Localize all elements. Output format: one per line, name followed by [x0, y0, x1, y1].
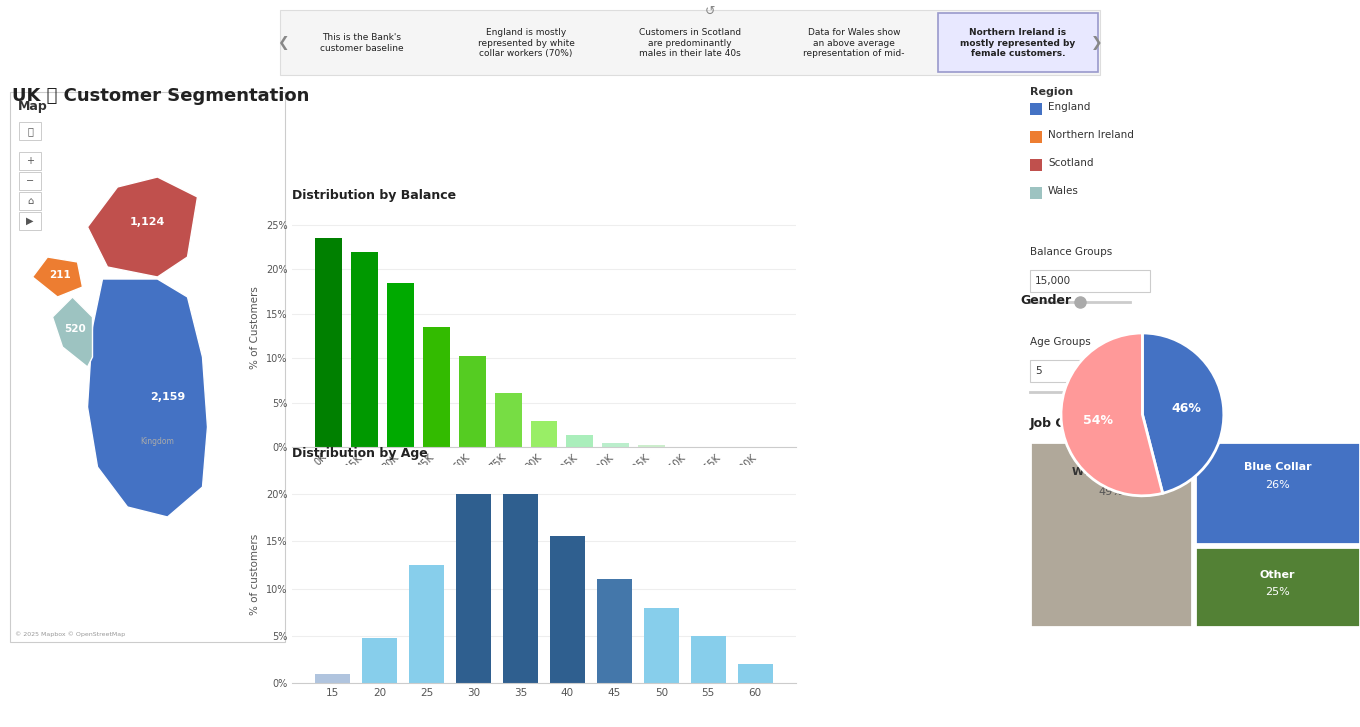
Bar — [316, 674, 351, 683]
Text: 520: 520 — [65, 324, 87, 334]
Text: UK 🏴 Customer Segmentation: UK 🏴 Customer Segmentation — [12, 87, 309, 105]
Bar — [362, 638, 397, 683]
Text: Wales: Wales — [1049, 186, 1078, 196]
Bar — [351, 252, 378, 447]
Text: 5: 5 — [1035, 366, 1042, 376]
Text: ⌂: ⌂ — [27, 196, 33, 206]
Text: ❮: ❮ — [277, 36, 288, 50]
Polygon shape — [33, 257, 83, 297]
Text: Job Classification: Job Classification — [1030, 417, 1149, 430]
Polygon shape — [87, 177, 197, 277]
Text: ↺: ↺ — [704, 5, 715, 18]
Bar — [638, 445, 665, 447]
Text: 46%: 46% — [1172, 402, 1202, 415]
Bar — [503, 494, 539, 683]
Bar — [458, 356, 486, 447]
Bar — [774, 13, 934, 72]
Text: 54%: 54% — [1083, 414, 1112, 427]
Polygon shape — [53, 297, 92, 367]
Text: Customers in Scotland
are predominantly
males in their late 40s: Customers in Scotland are predominantly … — [639, 28, 741, 58]
Bar — [1195, 547, 1360, 627]
Text: England: England — [1049, 102, 1091, 112]
Text: 15,000: 15,000 — [1035, 276, 1072, 286]
Text: Northern Ireland: Northern Ireland — [1049, 130, 1134, 140]
Bar — [409, 565, 445, 683]
Bar — [1030, 131, 1042, 143]
Bar — [423, 327, 450, 447]
Bar — [282, 13, 442, 72]
Bar — [597, 579, 632, 683]
Y-axis label: % of Customers: % of Customers — [250, 286, 260, 369]
Text: Region: Region — [1030, 87, 1073, 97]
Bar — [1030, 187, 1042, 199]
Text: +: + — [26, 156, 34, 166]
Bar — [19, 172, 41, 190]
Bar — [19, 122, 41, 140]
Text: Data for Wales show
an above average
representation of mid-: Data for Wales show an above average rep… — [804, 28, 904, 58]
Text: England is mostly
represented by white
collar workers (70%): England is mostly represented by white c… — [477, 28, 574, 58]
Bar — [1030, 442, 1191, 627]
Text: Other: Other — [1259, 570, 1295, 580]
Text: Balance Groups: Balance Groups — [1030, 247, 1112, 257]
Text: White Collar: White Collar — [1073, 467, 1149, 477]
Bar — [446, 13, 607, 72]
Text: This is the Bank's
customer baseline: This is the Bank's customer baseline — [320, 33, 404, 52]
Bar — [10, 92, 286, 642]
Bar — [1030, 159, 1042, 171]
Text: −: − — [26, 176, 34, 186]
Text: ❯: ❯ — [1091, 36, 1103, 50]
Bar — [530, 422, 558, 447]
Text: 1,124: 1,124 — [129, 217, 165, 227]
Bar — [602, 443, 630, 447]
Polygon shape — [87, 279, 208, 517]
Text: Kingdom: Kingdom — [140, 438, 174, 446]
Bar — [566, 435, 593, 447]
Text: Age Groups: Age Groups — [1030, 337, 1091, 347]
Text: Scotland: Scotland — [1049, 158, 1093, 168]
Text: ⌕: ⌕ — [27, 126, 33, 136]
Bar — [19, 152, 41, 170]
Bar — [316, 238, 343, 447]
Bar — [938, 13, 1098, 72]
Bar — [1195, 442, 1360, 544]
Text: Map: Map — [18, 100, 48, 113]
Bar — [737, 664, 772, 683]
Text: Distribution by Balance: Distribution by Balance — [292, 189, 457, 202]
Bar — [1030, 270, 1151, 292]
Y-axis label: % of customers: % of customers — [250, 534, 261, 615]
Text: ▶: ▶ — [26, 216, 34, 226]
Bar — [495, 393, 522, 447]
Bar — [691, 636, 726, 683]
Bar — [19, 212, 41, 230]
Bar — [280, 10, 1100, 75]
Bar — [456, 494, 491, 683]
Bar — [611, 13, 770, 72]
Text: Distribution by Age: Distribution by Age — [292, 447, 428, 460]
Bar — [19, 192, 41, 210]
Wedge shape — [1061, 333, 1163, 496]
Text: Blue Collar: Blue Collar — [1243, 462, 1311, 472]
Text: 49%: 49% — [1099, 487, 1123, 497]
Text: 211: 211 — [49, 270, 71, 280]
Text: © 2025 Mapbox © OpenStreetMap: © 2025 Mapbox © OpenStreetMap — [15, 631, 125, 637]
Bar — [1030, 103, 1042, 115]
Bar — [643, 608, 679, 683]
Wedge shape — [1142, 333, 1224, 493]
Text: 26%: 26% — [1265, 480, 1289, 490]
Text: 25%: 25% — [1265, 587, 1289, 597]
Bar — [549, 537, 585, 683]
Bar — [1030, 360, 1110, 382]
Text: Northern Ireland is
mostly represented by
female customers.: Northern Ireland is mostly represented b… — [960, 28, 1076, 58]
Text: 2,159: 2,159 — [150, 392, 185, 402]
Text: Gender: Gender — [1020, 294, 1072, 308]
Bar — [388, 283, 413, 447]
